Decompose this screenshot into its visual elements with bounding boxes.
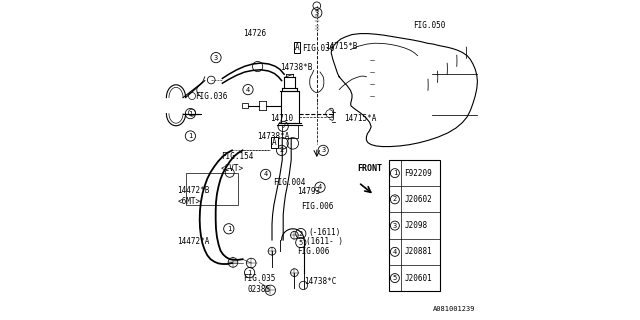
Text: J20601: J20601 [404, 274, 432, 283]
Text: 14710: 14710 [270, 114, 294, 123]
Text: 14793: 14793 [298, 188, 321, 196]
Text: FIG.035: FIG.035 [243, 274, 275, 283]
Text: 5: 5 [299, 240, 303, 245]
Text: J2098: J2098 [404, 221, 428, 230]
Text: 14715*A: 14715*A [344, 114, 376, 123]
Bar [242, 103, 248, 108]
Text: FIG.154: FIG.154 [221, 152, 253, 161]
Text: 1: 1 [188, 133, 193, 139]
Text: FIG.036: FIG.036 [195, 92, 228, 100]
Text: 7: 7 [281, 124, 285, 129]
Text: FIG.006: FIG.006 [298, 247, 330, 256]
Text: 1: 1 [248, 270, 252, 276]
Text: 3: 3 [393, 223, 397, 228]
Text: 2: 2 [299, 231, 303, 236]
Text: 1: 1 [188, 111, 193, 116]
Bar [388, 160, 440, 291]
Text: FRONT: FRONT [357, 164, 382, 173]
Text: 14726: 14726 [243, 29, 266, 38]
Text: 2: 2 [393, 196, 397, 202]
Text: 14715*B: 14715*B [325, 42, 357, 51]
Bar [282, 125, 298, 138]
Text: 4: 4 [264, 172, 268, 177]
Text: 4: 4 [246, 87, 250, 92]
Text: 4: 4 [393, 249, 397, 255]
Text: 4: 4 [318, 184, 322, 190]
Text: J20602: J20602 [404, 195, 432, 204]
Text: 14738*A: 14738*A [258, 132, 290, 140]
Text: FIG.004: FIG.004 [274, 178, 306, 187]
Text: F92209: F92209 [404, 169, 432, 178]
Text: 14738*C: 14738*C [304, 277, 337, 286]
Bar [281, 91, 299, 123]
Text: <CVT>: <CVT> [221, 164, 244, 172]
Text: 3: 3 [321, 148, 325, 153]
Text: 3: 3 [315, 10, 319, 16]
Text: 14472*B: 14472*B [178, 186, 210, 195]
Text: FIG.006: FIG.006 [301, 202, 333, 211]
Text: FIG.036: FIG.036 [302, 44, 335, 52]
Text: 5: 5 [393, 275, 397, 281]
Text: (1611- ): (1611- ) [306, 237, 342, 246]
Text: 1: 1 [227, 226, 231, 232]
Text: A: A [294, 43, 300, 52]
Text: 1: 1 [393, 170, 397, 176]
Text: FIG.050: FIG.050 [413, 21, 445, 30]
Text: 0238S: 0238S [248, 285, 271, 294]
Text: A: A [272, 138, 277, 147]
Bar [186, 173, 238, 205]
Text: <6MT>: <6MT> [178, 197, 201, 206]
Text: (-1611): (-1611) [309, 228, 341, 236]
Text: 14472*A: 14472*A [178, 237, 210, 246]
Text: A081001239: A081001239 [433, 306, 475, 312]
Text: J20881: J20881 [404, 247, 432, 256]
Text: 14738*B: 14738*B [280, 63, 312, 72]
Text: 2: 2 [280, 148, 284, 153]
Text: 3: 3 [214, 55, 218, 60]
